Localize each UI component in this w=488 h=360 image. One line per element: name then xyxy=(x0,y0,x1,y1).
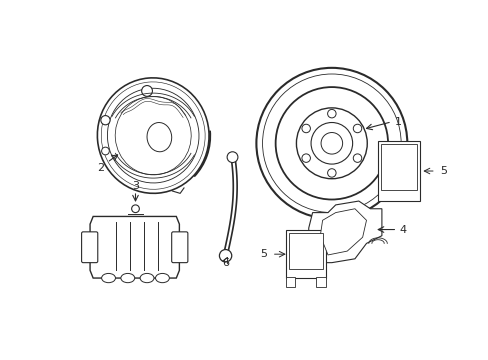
Text: 2: 2 xyxy=(97,163,104,173)
Polygon shape xyxy=(288,233,322,269)
Polygon shape xyxy=(285,230,325,278)
Bar xyxy=(316,276,325,287)
Circle shape xyxy=(301,124,310,133)
Circle shape xyxy=(352,154,361,162)
FancyBboxPatch shape xyxy=(171,232,187,263)
Ellipse shape xyxy=(155,274,169,283)
Polygon shape xyxy=(320,209,366,255)
Bar xyxy=(285,276,294,287)
Polygon shape xyxy=(90,216,179,278)
Circle shape xyxy=(352,124,361,133)
Circle shape xyxy=(131,205,139,213)
Ellipse shape xyxy=(147,122,171,152)
Ellipse shape xyxy=(115,96,191,175)
Polygon shape xyxy=(380,144,416,190)
Text: 1: 1 xyxy=(394,117,401,127)
Text: 6: 6 xyxy=(222,258,228,267)
Ellipse shape xyxy=(140,274,154,283)
Polygon shape xyxy=(377,141,420,201)
Ellipse shape xyxy=(101,82,205,189)
Circle shape xyxy=(226,152,238,163)
FancyBboxPatch shape xyxy=(81,232,98,263)
Text: 5: 5 xyxy=(439,166,446,176)
Text: 3: 3 xyxy=(132,181,139,191)
Circle shape xyxy=(101,116,110,125)
Ellipse shape xyxy=(97,78,208,193)
Circle shape xyxy=(102,147,109,155)
Ellipse shape xyxy=(107,88,199,183)
Polygon shape xyxy=(308,201,381,263)
Ellipse shape xyxy=(102,274,115,283)
Text: 4: 4 xyxy=(398,225,406,235)
Circle shape xyxy=(327,169,335,177)
Ellipse shape xyxy=(121,274,135,283)
Circle shape xyxy=(301,154,310,162)
Circle shape xyxy=(327,109,335,118)
Text: 5: 5 xyxy=(260,249,267,259)
Circle shape xyxy=(142,86,152,96)
Circle shape xyxy=(219,249,231,262)
